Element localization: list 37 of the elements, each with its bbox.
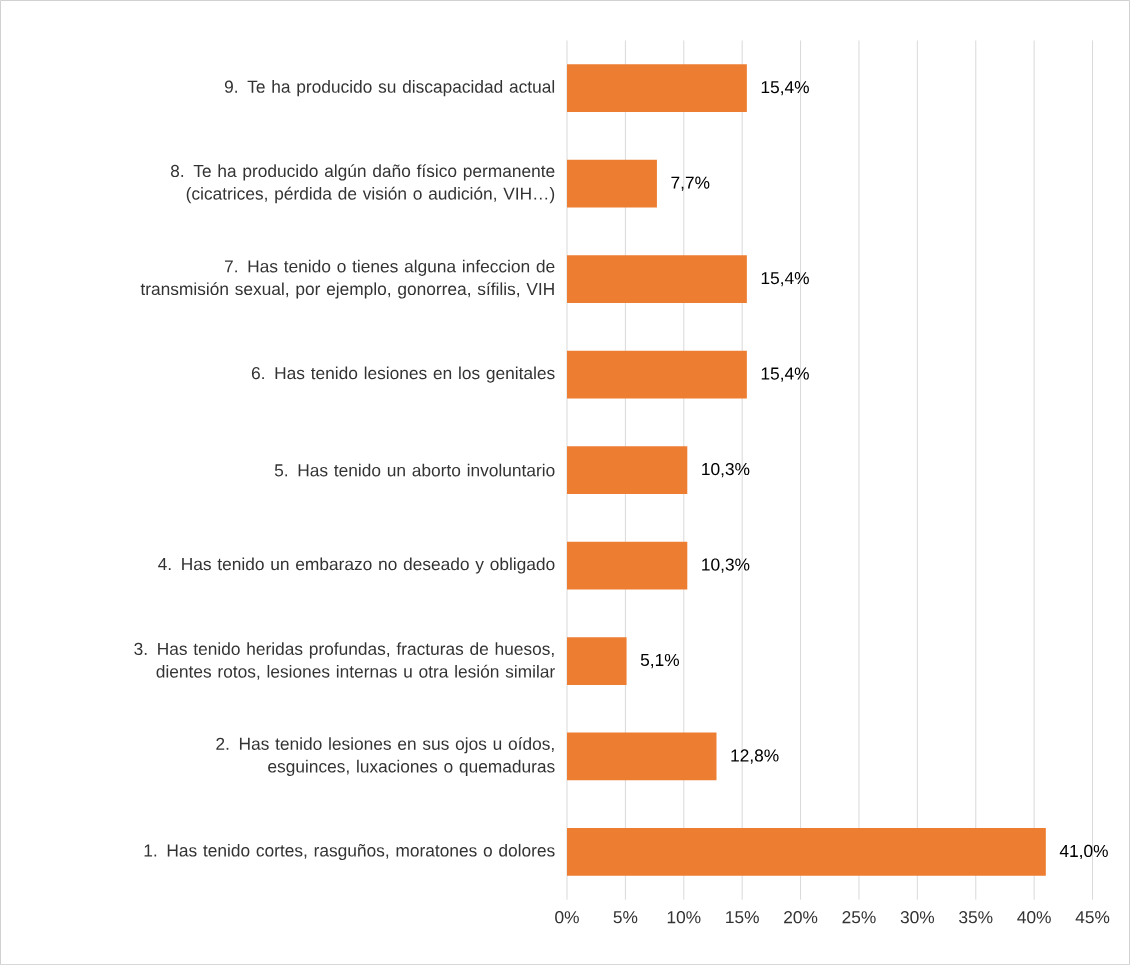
x-tick-label: 10%	[667, 911, 701, 924]
data-label: 7,7%	[671, 176, 710, 191]
y-tick-label: 8. Te ha producido algún daño físico permanente (cicatrices, pérdida de visión o audición, VIH…)	[170, 164, 555, 204]
data-label: 12,8%	[731, 749, 779, 764]
bar	[567, 541, 688, 590]
y-tick-label: 5. Has tenido un aborto involuntario	[274, 463, 555, 477]
bar	[567, 732, 717, 781]
y-tick-label: 4. Has tenido un embarazo no deseado y obligado	[158, 557, 555, 574]
y-tick-label: 7. Has tenido o tienes alguna infeccion de transmisión sexual, por ejemplo, gonorrea, sífilis, VIH	[140, 259, 555, 299]
data-label: 15,4%	[761, 81, 809, 96]
y-tick-label: 2. Has tenido lesiones en sus ojos u oídos, esguinces, luxaciones o quemaduras	[216, 736, 555, 776]
x-tick-label: 5%	[613, 911, 638, 924]
x-tick-label: 35%	[959, 911, 993, 924]
x-tick-label: 0%	[555, 911, 579, 924]
x-tick-label: 40%	[1017, 911, 1051, 924]
y-tick-label: 6. Has tenido lesiones en los genitales	[251, 366, 555, 383]
data-label: 10,3%	[702, 558, 750, 573]
data-label: 15,4%	[761, 367, 809, 382]
data-label: 41,0%	[1059, 844, 1108, 860]
bar	[567, 255, 747, 303]
bar	[567, 446, 688, 494]
bar	[567, 64, 747, 112]
bar	[567, 350, 747, 399]
y-tick-label: 9. Te ha producido su discapacidad actual	[224, 80, 555, 97]
bar	[567, 828, 1046, 876]
y-tick-label: 1. Has tenido cortes, rasguños, moratones o dolores	[144, 843, 555, 860]
bar	[567, 159, 657, 208]
x-tick-label: 15%	[726, 911, 759, 924]
data-label: 5,1%	[640, 653, 680, 669]
x-tick-label: 25%	[842, 911, 876, 924]
x-tick-label: 30%	[900, 911, 935, 924]
bar	[567, 637, 627, 685]
x-tick-label: 45%	[1075, 911, 1110, 924]
x-tick-label: 20%	[784, 911, 818, 924]
y-tick-label: 3. Has tenido heridas profundas, fracturas de huesos, dientes rotos, lesiones internas u otra lesión similar	[134, 642, 555, 680]
data-label: 10,3%	[702, 462, 750, 478]
data-label: 15,4%	[761, 271, 809, 287]
